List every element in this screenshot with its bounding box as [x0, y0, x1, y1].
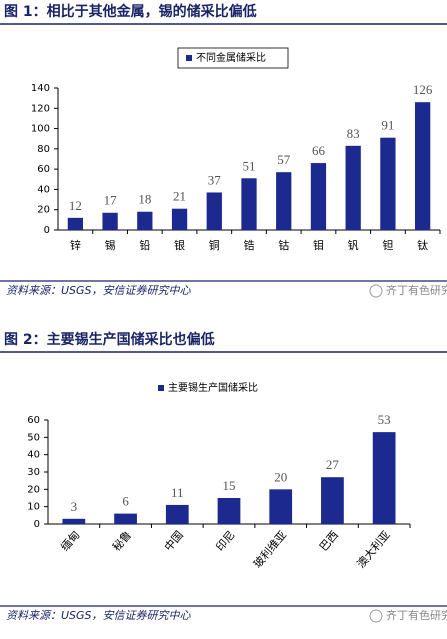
y-tick-label: 120: [31, 103, 50, 114]
data-label: 66: [312, 143, 326, 158]
data-label: 15: [223, 478, 236, 493]
bar: [137, 211, 153, 230]
bar: [67, 217, 84, 230]
x-tick-label: 铜: [209, 238, 220, 252]
x-tick-label: 铅: [139, 238, 150, 252]
data-label: 20: [274, 469, 287, 484]
data-label: 83: [347, 126, 360, 141]
bar: [269, 489, 293, 524]
x-tick-label: 钽: [382, 239, 393, 252]
data-label: 21: [173, 189, 186, 204]
x-tick-label: 秘鲁: [109, 528, 134, 554]
figure-title: 图 1：相比于其他金属，锡的储采比偏低: [4, 3, 257, 20]
x-tick-label: 锌: [70, 238, 81, 252]
legend-label: 不同金属储采比: [196, 51, 266, 64]
y-tick-label: 80: [37, 144, 50, 155]
y-tick-label: 140: [31, 83, 50, 94]
data-label: 18: [138, 192, 151, 207]
bar: [310, 163, 327, 230]
bar: [380, 137, 396, 230]
bar: [206, 192, 222, 230]
y-tick-label: 60: [27, 415, 40, 426]
x-tick-label: 锡: [105, 238, 116, 252]
bar: [372, 432, 396, 524]
legend-swatch: [158, 385, 164, 391]
bar: [165, 504, 189, 524]
data-label: 57: [277, 152, 291, 167]
x-tick-label: 钛: [417, 238, 428, 252]
legend-swatch: [186, 55, 192, 61]
x-tick-label: 印尼: [213, 529, 237, 554]
y-tick-label: 60: [37, 164, 50, 175]
data-label: 126: [413, 82, 433, 97]
legend-label: 主要锡生产国储采比: [168, 381, 258, 394]
bar: [414, 102, 431, 230]
x-tick-label: 澳大利亚: [354, 528, 393, 571]
watermark-icon: [369, 284, 383, 298]
data-label: 37: [208, 172, 222, 187]
data-label: 91: [381, 118, 394, 133]
bar: [171, 208, 188, 230]
y-tick-label: 20: [37, 205, 50, 216]
x-tick-label: 缅甸: [58, 528, 83, 554]
watermark: 齐丁有色研究: [386, 608, 447, 622]
source: 资料来源：USGS，安信证券研究中心: [6, 284, 192, 297]
bar: [114, 513, 137, 524]
bar: [276, 172, 292, 230]
x-tick-label: 锆: [244, 239, 255, 252]
bar: [345, 145, 361, 230]
data-label: 3: [71, 499, 78, 514]
y-tick-label: 30: [27, 467, 40, 478]
x-tick-label: 巴西: [317, 529, 341, 554]
data-label: 11: [171, 485, 184, 500]
figure-title: 图 2：主要锡生产国储采比也偏低: [4, 331, 215, 348]
y-tick-label: 100: [31, 124, 50, 135]
data-label: 12: [69, 198, 82, 213]
legend-box: [177, 47, 289, 69]
y-tick-label: 10: [27, 502, 40, 513]
bar: [321, 477, 344, 524]
x-tick-label: 银: [174, 238, 185, 252]
y-tick-label: 0: [44, 225, 50, 236]
data-label: 27: [326, 457, 340, 472]
bar: [62, 518, 86, 524]
bar: [241, 178, 257, 230]
source: 资料来源：USGS，安信证券研究中心: [6, 609, 192, 622]
watermark: 齐丁有色研究: [386, 283, 447, 297]
x-tick-label: 钼: [313, 238, 324, 252]
y-tick-label: 0: [34, 519, 40, 530]
data-label: 17: [104, 193, 118, 208]
y-tick-label: 20: [27, 484, 40, 495]
x-tick-label: 钴: [278, 238, 289, 252]
x-tick-label: 中国: [162, 529, 186, 554]
bar: [217, 498, 241, 524]
x-tick-label: 钒: [348, 238, 359, 252]
bar: [102, 212, 118, 230]
watermark-icon: [369, 609, 383, 623]
data-label: 51: [243, 158, 256, 173]
data-label: 6: [122, 494, 129, 509]
y-tick-label: 50: [27, 432, 40, 443]
y-tick-label: 40: [37, 184, 50, 195]
x-tick-label: 玻利维亚: [251, 529, 289, 571]
data-label: 53: [378, 412, 391, 427]
y-tick-label: 40: [27, 450, 40, 461]
